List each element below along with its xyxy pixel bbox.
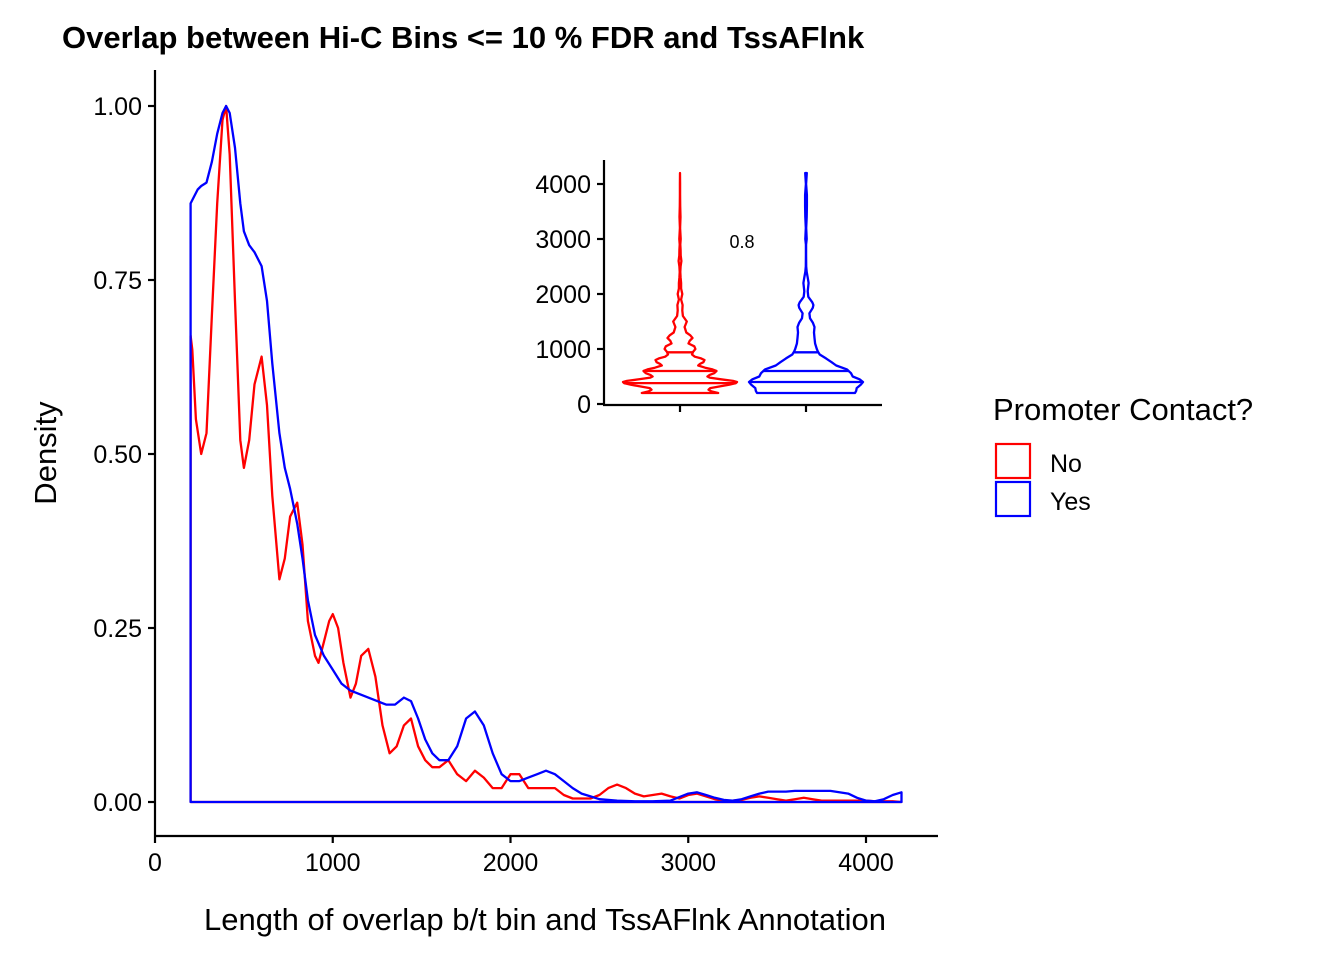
density-curves	[189, 104, 903, 804]
y-axis-ticks: 0.00 0.25 0.50 0.75 1.00	[93, 93, 155, 817]
main-density-plot: 0.00 0.25 0.50 0.75 1.00 0 1000 2000 3000 4000 L…	[28, 70, 938, 937]
x-tick-label: 1000	[305, 849, 361, 877]
inset-y-tick-label: 2000	[535, 281, 591, 309]
inset-y-axis-ticks: 0 1000 2000 3000 4000	[535, 171, 604, 419]
legend-label-yes: Yes	[1050, 488, 1091, 516]
x-tick-label: 0	[148, 849, 162, 877]
x-tick-label: 2000	[483, 849, 539, 877]
y-tick-label: 0.25	[93, 615, 142, 643]
legend-key-no	[994, 442, 1032, 480]
inset-x-axis-ticks	[678, 405, 808, 412]
y-tick-label: 1.00	[93, 93, 142, 121]
violin-yes	[747, 171, 865, 395]
legend: Promoter Contact? No Yes	[993, 392, 1253, 518]
density-curve-no	[189, 104, 903, 804]
density-curve-yes	[189, 104, 903, 804]
y-tick-label: 0.75	[93, 267, 142, 295]
violin-no	[621, 171, 739, 395]
inset-y-tick-label: 4000	[535, 171, 591, 199]
x-axis-title: Length of overlap b/t bin and TssAFlnk A…	[204, 902, 886, 937]
legend-title: Promoter Contact?	[993, 392, 1253, 427]
y-axis-title: Density	[28, 401, 63, 505]
legend-key-yes	[994, 480, 1032, 518]
x-axis-ticks: 0 1000 2000 3000 4000	[148, 836, 894, 877]
inset-y-tick-label: 3000	[535, 226, 591, 254]
y-tick-label: 0.50	[93, 441, 142, 469]
inset-y-tick-label: 1000	[535, 336, 591, 364]
inset-violin-plot: 0 1000 2000 3000 4000 0.8	[535, 160, 882, 419]
chart-title: Overlap between Hi-C Bins <= 10 % FDR an…	[62, 20, 865, 55]
y-tick-label: 0.00	[93, 789, 142, 817]
x-tick-label: 3000	[660, 849, 716, 877]
inset-annotation: 0.8	[729, 232, 754, 252]
x-tick-label: 4000	[838, 849, 894, 877]
legend-label-no: No	[1050, 450, 1082, 478]
inset-y-tick-label: 0	[577, 391, 591, 419]
violins	[621, 171, 865, 395]
